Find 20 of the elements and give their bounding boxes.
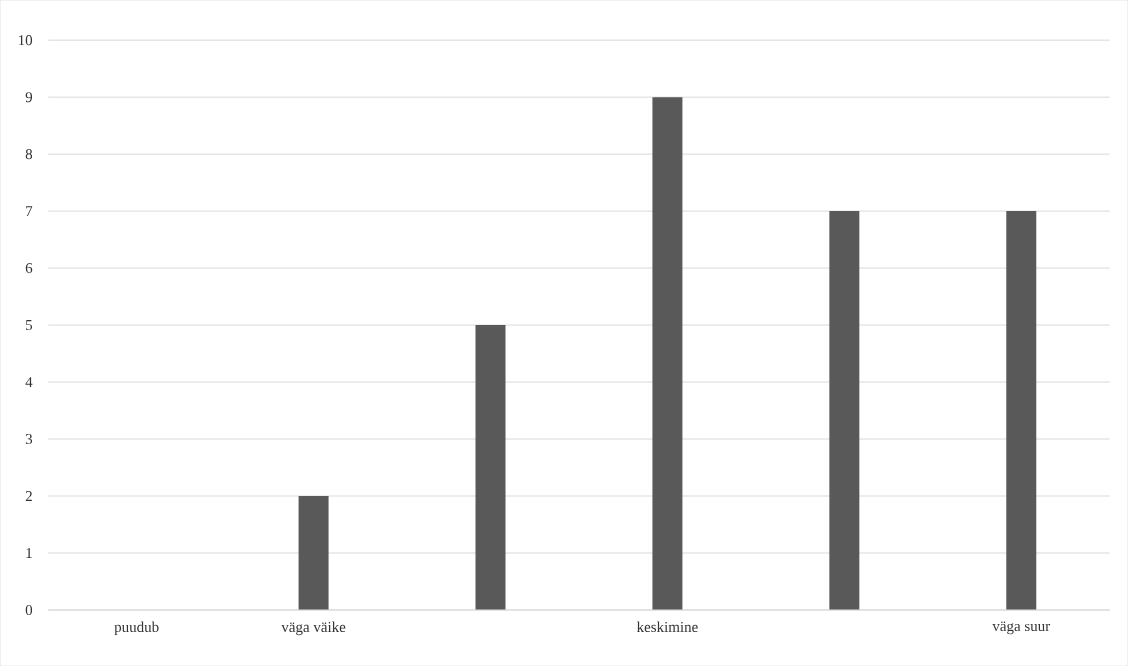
y-tick-label: 9 [25,92,33,103]
y-tick-label: 3 [25,433,33,444]
x-tick-label: väga väike [281,621,346,636]
y-tick-label: 4 [25,377,33,387]
y-tick-label: 2 [25,490,32,501]
y-tick-label: 1 [26,547,32,558]
bar [829,211,860,610]
y-tick-label: 7 [26,206,33,216]
x-tick-label: puudub [114,621,159,636]
y-tick-label: 6 [25,262,33,274]
x-tick-label: keskimine [636,621,698,632]
bar [652,97,683,610]
y-tick-label: 5 [26,320,33,330]
y-tick-label: 10 [18,35,33,46]
x-tick-label: väga suur [992,621,1051,635]
y-tick-label: 0 [25,604,33,615]
bar [298,495,329,610]
bar [1006,211,1037,610]
y-tick-label: 8 [25,149,33,160]
bar [475,325,506,610]
